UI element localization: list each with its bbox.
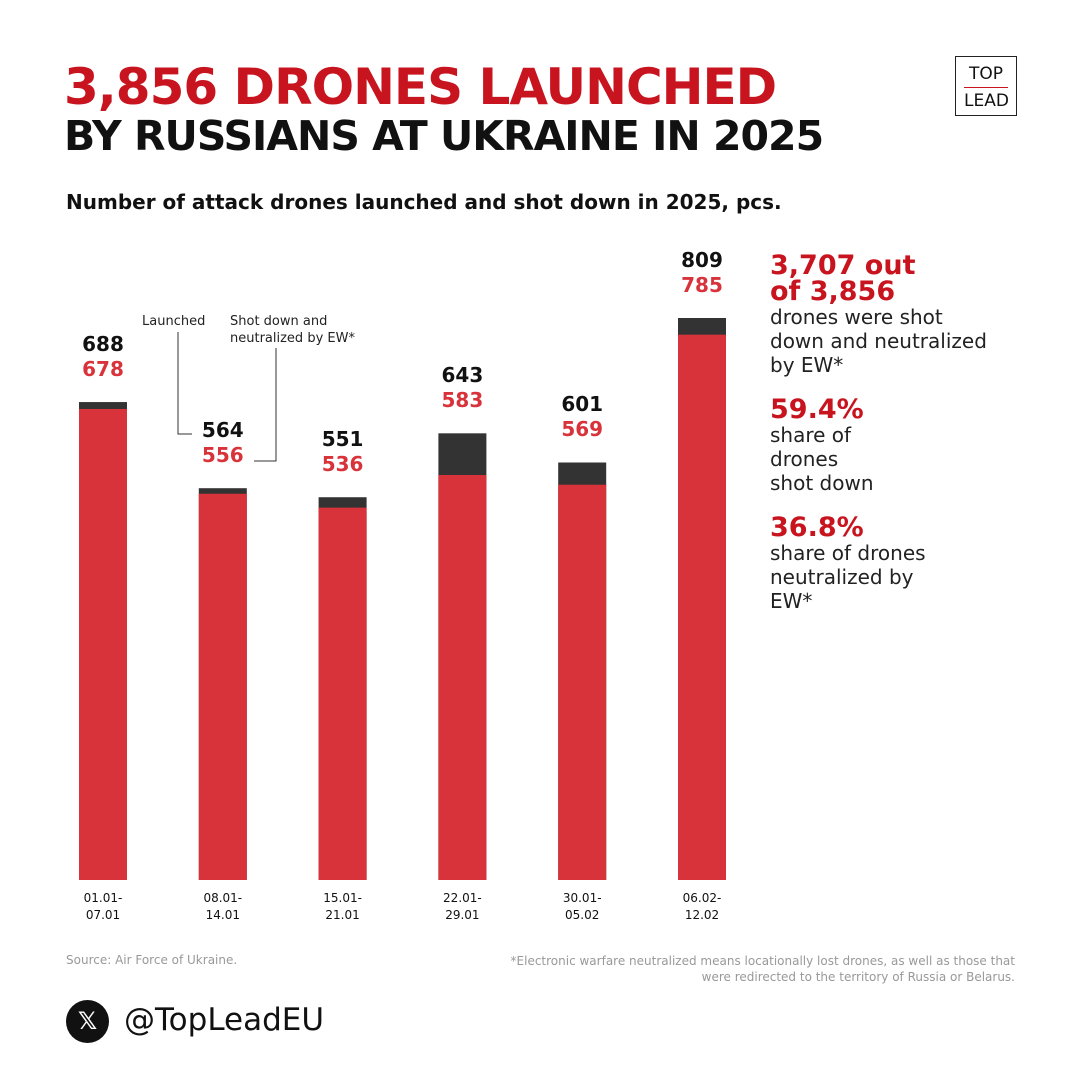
x-tick-label: 15.01- 21.01 bbox=[323, 891, 362, 922]
stat-value: 3,707 out of 3,856 bbox=[770, 250, 916, 307]
bar-shot-down bbox=[678, 334, 726, 880]
x-tick-label: 01.01- 07.01 bbox=[83, 891, 123, 922]
bar-shot-down bbox=[318, 507, 367, 880]
value-label: 569 bbox=[561, 417, 604, 442]
leader-line bbox=[254, 348, 277, 462]
legend-shot-down: Shot down and neutralized by EW* bbox=[230, 314, 355, 346]
footnote: *Electronic warfare neutralized means lo… bbox=[510, 954, 1015, 984]
logo-top: TOP bbox=[968, 64, 1004, 84]
stat-text: share of drones shot down bbox=[770, 423, 874, 495]
value-label: 601 bbox=[561, 392, 604, 417]
value-label: 688 bbox=[82, 332, 124, 357]
source: Source: Air Force of Ukraine. bbox=[66, 953, 238, 967]
value-label: 678 bbox=[82, 357, 124, 382]
value-label: 809 bbox=[681, 248, 723, 272]
logo-bottom: LEAD bbox=[964, 87, 1009, 112]
value-label: 536 bbox=[321, 452, 364, 477]
handle: @TopLeadEU bbox=[124, 1002, 325, 1038]
value-label: 564 bbox=[201, 418, 244, 443]
bar-shot-down bbox=[198, 493, 247, 880]
stat-value: 59.4% bbox=[770, 394, 864, 425]
value-label: 785 bbox=[681, 273, 723, 297]
bar-shot-down bbox=[558, 484, 607, 880]
title: 3,856 DRONES LAUNCHED bbox=[64, 58, 777, 116]
value-label: 551 bbox=[321, 427, 364, 452]
bar-shot-down bbox=[438, 474, 487, 880]
logo: TOP LEAD bbox=[955, 56, 1017, 116]
bar-shot-down bbox=[79, 409, 127, 880]
subtitle: BY RUSSIANS AT UKRAINE IN 2025 bbox=[64, 112, 824, 160]
leader-line bbox=[177, 332, 192, 435]
stat-text: drones were shot down and neutralized by… bbox=[770, 305, 987, 377]
stat-text: share of drones neutralized by EW* bbox=[770, 541, 926, 613]
x-tick-label: 06.02- 12.02 bbox=[682, 891, 722, 922]
legend-launched: Launched bbox=[142, 314, 206, 329]
stat-value: 36.8% bbox=[770, 512, 864, 543]
value-label: 643 bbox=[441, 363, 484, 388]
x-tick-label: 30.01- 05.02 bbox=[562, 891, 602, 922]
description: Number of attack drones launched and sho… bbox=[66, 190, 782, 214]
x-tick-label: 22.01- 29.01 bbox=[443, 891, 482, 922]
x-tick-label: 08.01- 14.01 bbox=[203, 891, 243, 922]
x-icon: 𝕏 bbox=[66, 1000, 109, 1043]
value-label: 583 bbox=[441, 388, 484, 413]
stats: 3,707 out of 3,856 drones were shot down… bbox=[770, 250, 1030, 613]
value-label: 556 bbox=[201, 443, 244, 468]
